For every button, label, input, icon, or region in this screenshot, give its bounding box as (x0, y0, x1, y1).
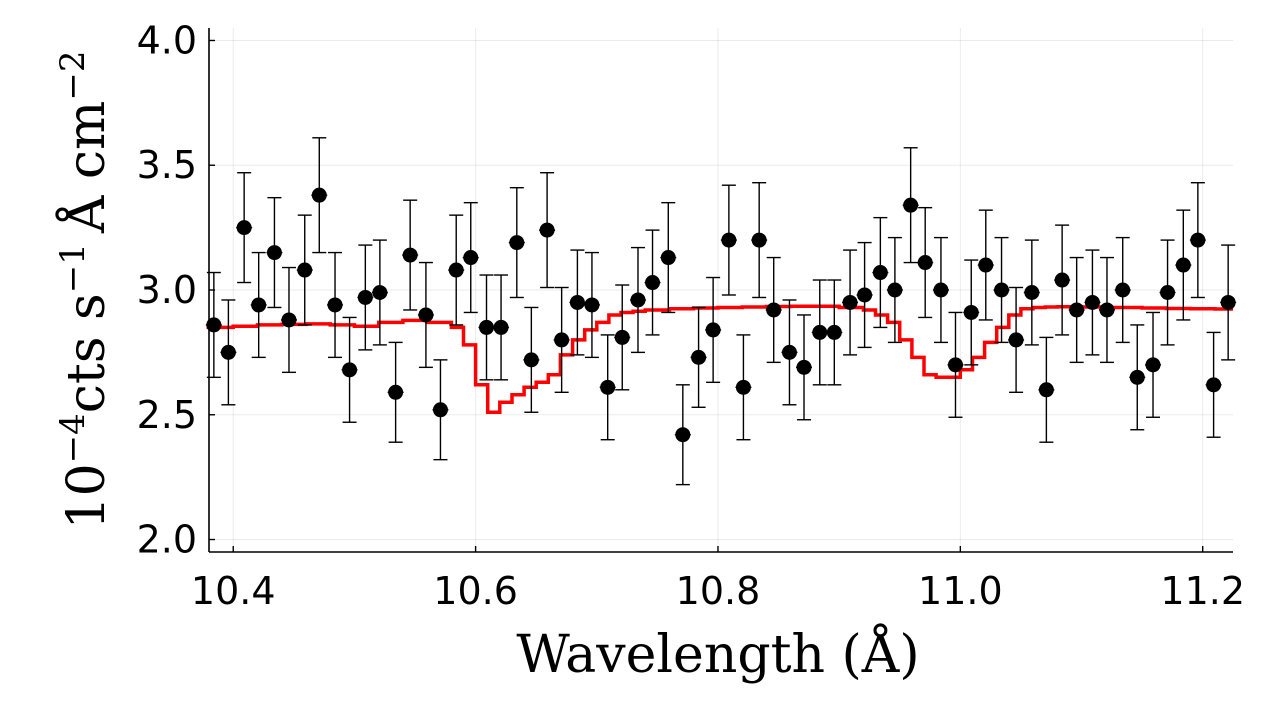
y-axis-label-unit2-exp: −2 (53, 51, 93, 101)
data-point (251, 297, 267, 313)
data-point (872, 265, 888, 281)
y-axis-label-unit1: cts s (57, 293, 117, 413)
data-point (691, 349, 707, 365)
data-point (842, 294, 858, 310)
data-point (630, 292, 646, 308)
data-point (297, 262, 313, 278)
data-point (539, 222, 555, 238)
x-tick-label: 11.2 (1160, 569, 1245, 613)
data-point (584, 297, 600, 313)
data-point (1054, 272, 1070, 288)
data-point (479, 319, 495, 335)
data-point (372, 284, 388, 300)
data-point (1145, 357, 1161, 373)
y-tick-label: 4.0 (137, 18, 197, 62)
data-point (1038, 382, 1054, 398)
data-point (781, 344, 797, 360)
data-point (903, 197, 919, 213)
data-point (963, 304, 979, 320)
data-point (1220, 294, 1236, 310)
x-tick-label: 10.6 (433, 569, 518, 613)
data-point (281, 312, 297, 328)
data-point (432, 402, 448, 418)
data-point (342, 362, 358, 378)
data-point (721, 232, 737, 248)
data-point (826, 324, 842, 340)
data-point (1099, 302, 1115, 318)
data-point (705, 322, 721, 338)
data-point (751, 232, 767, 248)
data-point (220, 344, 236, 360)
data-point (402, 247, 418, 263)
data-point (357, 289, 373, 305)
data-point (857, 287, 873, 303)
tick-labels: 10.4 10.6 10.8 11.0 11.2 2.0 2.5 3.0 3.5 4.0 (137, 18, 1245, 613)
data-point (978, 257, 994, 273)
y-axis-label-unit1-exp: −1 (53, 243, 93, 293)
data-point (735, 379, 751, 395)
x-axis-label: Wavelength (Å) (516, 623, 919, 685)
data-point (1160, 284, 1176, 300)
data-point (448, 262, 464, 278)
data-point (1206, 377, 1222, 393)
data-point (766, 302, 782, 318)
data-point (645, 275, 661, 291)
data-point (600, 379, 616, 395)
model-series (206, 304, 1233, 415)
data-point (554, 332, 570, 348)
axes (208, 28, 1233, 553)
data-point (1024, 284, 1040, 300)
data-point (266, 245, 282, 261)
x-tick-label: 10.4 (191, 569, 276, 613)
data-point (796, 359, 812, 375)
y-tick-label: 3.5 (137, 143, 197, 187)
grid (209, 28, 1233, 552)
data-point (1084, 294, 1100, 310)
data-point (1115, 282, 1131, 298)
data-point (523, 352, 539, 368)
data-point (675, 427, 691, 443)
data-point (509, 235, 525, 251)
data-point (1129, 369, 1145, 385)
y-axis-label-base-exp: −4 (53, 413, 93, 463)
x-tick-label: 11.0 (918, 569, 1003, 613)
data-point (947, 357, 963, 373)
data-point (493, 319, 509, 335)
y-tick-label: 3.0 (137, 268, 197, 312)
data-point (236, 220, 252, 236)
data-point (418, 307, 434, 323)
data-point (327, 297, 343, 313)
y-tick-label: 2.5 (137, 393, 197, 437)
y-axis-label: 10−4cts s−1 Å cm−2 (53, 51, 117, 530)
data-point (933, 282, 949, 298)
data-series (205, 137, 1237, 486)
data-point (917, 255, 933, 271)
data-point (569, 294, 585, 310)
data-point (887, 282, 903, 298)
y-axis-label-base: 10 (57, 463, 117, 529)
data-point (1069, 302, 1085, 318)
data-point (1008, 332, 1024, 348)
model-step-line (206, 304, 1233, 415)
data-point (660, 250, 676, 266)
data-point (614, 329, 630, 345)
data-point (388, 384, 404, 400)
data-point (1190, 232, 1206, 248)
data-point (206, 317, 222, 333)
data-point (463, 250, 479, 266)
data-point (311, 187, 327, 203)
data-point (1175, 257, 1191, 273)
x-tick-label: 10.8 (676, 569, 761, 613)
data-point (812, 324, 828, 340)
y-tick-label: 2.0 (137, 518, 197, 562)
y-axis-label-unit2: Å cm (55, 101, 117, 235)
data-point (994, 282, 1010, 298)
